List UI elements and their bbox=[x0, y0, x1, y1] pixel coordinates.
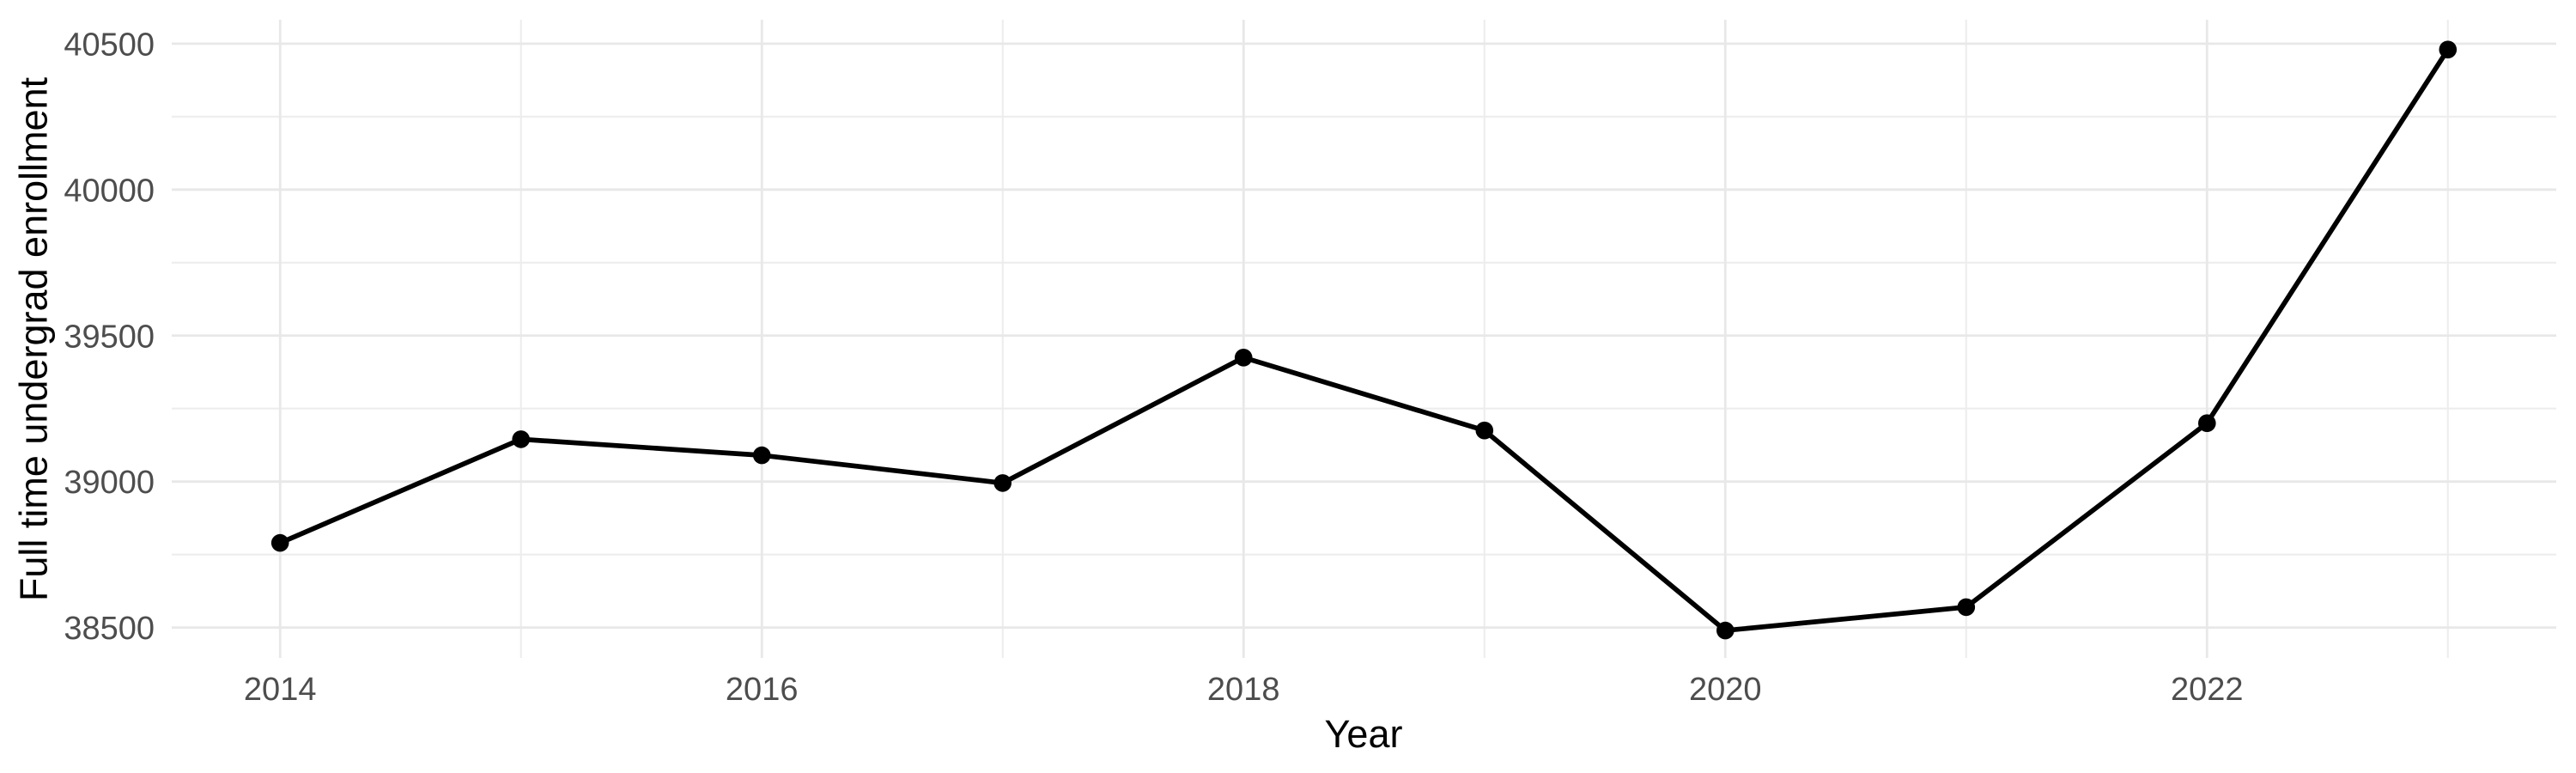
data-point bbox=[2439, 40, 2458, 58]
data-point bbox=[270, 533, 289, 552]
x-tick-label: 2018 bbox=[1207, 672, 1280, 708]
y-tick-label: 40500 bbox=[64, 27, 155, 63]
data-point bbox=[1957, 598, 1976, 617]
x-tick-label: 2014 bbox=[244, 672, 317, 708]
x-axis-title: Year bbox=[1324, 712, 1403, 756]
data-point bbox=[512, 430, 530, 448]
y-tick-label: 38500 bbox=[64, 611, 155, 647]
data-line bbox=[279, 48, 2451, 634]
data-point bbox=[1234, 349, 1253, 367]
data-point bbox=[752, 446, 771, 465]
data-point bbox=[1716, 621, 1735, 640]
y-tick-label: 40000 bbox=[64, 173, 155, 209]
x-tick-label: 2022 bbox=[2171, 672, 2244, 708]
y-tick-label: 39500 bbox=[64, 319, 155, 355]
y-axis-title: Full time undergrad enrollment bbox=[11, 76, 56, 602]
data-point bbox=[1475, 421, 1494, 440]
x-tick-label: 2016 bbox=[726, 672, 799, 708]
x-tick-label: 2020 bbox=[1689, 672, 1762, 708]
data-point bbox=[993, 474, 1012, 492]
y-tick-label: 39000 bbox=[64, 465, 155, 501]
data-point bbox=[2198, 414, 2216, 433]
